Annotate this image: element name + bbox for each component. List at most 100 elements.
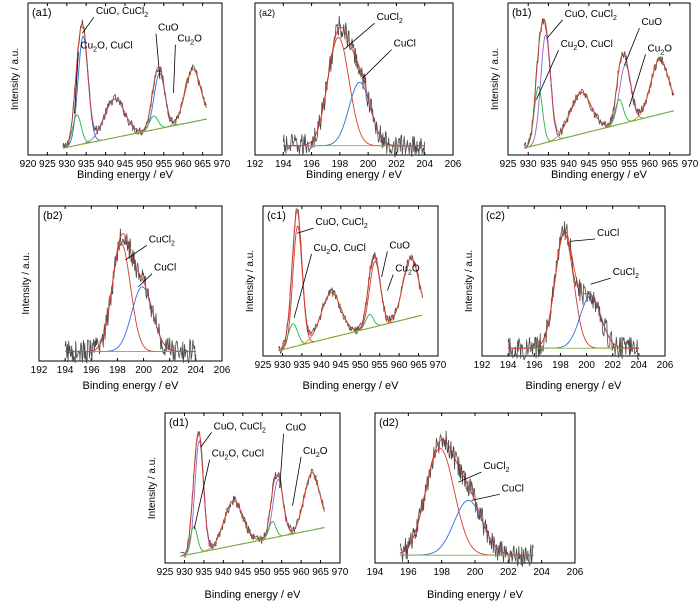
- x-tick-label: 945: [117, 159, 134, 170]
- peak-annotation: CuCl2: [149, 234, 175, 247]
- x-tick-label: 200: [578, 360, 595, 371]
- annotation-leader: [471, 493, 500, 501]
- x-tick-label: 925: [500, 159, 517, 170]
- x-tick-label: 970: [682, 159, 699, 170]
- background-line: [524, 110, 674, 149]
- x-tick-label: 970: [214, 159, 231, 170]
- annotation-leader: [81, 16, 95, 34]
- x-tick-label: 955: [273, 567, 290, 578]
- y-axis-label: Intensity / a.u.: [147, 457, 158, 519]
- background-line: [278, 314, 423, 351]
- x-tick-label: 930: [274, 360, 291, 371]
- x-axis-label: Binding energy / eV: [427, 589, 524, 601]
- plot-frame: [164, 412, 341, 564]
- x-tick-label: 204: [416, 159, 433, 170]
- fit-component-line: [278, 292, 423, 351]
- x-tick-label: 198: [433, 567, 450, 578]
- x-tick-label: 204: [188, 365, 205, 376]
- annotation-leader: [381, 251, 388, 277]
- panel-label: (a1): [32, 7, 52, 19]
- annotation-leader: [74, 51, 79, 114]
- x-tick-label: 204: [533, 567, 550, 578]
- plot-frame: [27, 2, 223, 156]
- raw-spectrum-line: [399, 430, 534, 567]
- x-tick-label: 965: [194, 159, 211, 170]
- plot-frame: [262, 205, 439, 357]
- peak-annotation: CuCl2: [613, 267, 639, 280]
- chart-c2: 192 194 196 198 200 202 204 206 Binding energy /…: [464, 205, 674, 392]
- fit-component-line: [180, 478, 325, 557]
- x-tick-label: 935: [196, 567, 213, 578]
- fit-envelope-line: [62, 23, 207, 149]
- panel-label: (b2): [43, 210, 63, 222]
- fit-component-line: [524, 85, 674, 149]
- plot-frame: [507, 2, 691, 156]
- panel-label: (b1): [512, 7, 532, 19]
- peak-annotation: CuO: [389, 240, 410, 251]
- chart-b1: 925 930 935 940 945 950 955 960 965 970 Binding en…: [490, 2, 699, 181]
- x-tick-label: 196: [303, 159, 320, 170]
- x-tick-label: 925: [255, 360, 272, 371]
- peak-annotation: Cu2O, CuCl: [561, 39, 613, 52]
- x-tick-label: 206: [657, 360, 674, 371]
- x-tick-label: 196: [400, 567, 417, 578]
- peak-annotation: Cu2O: [395, 263, 420, 276]
- peak-annotation: Cu2O: [648, 43, 673, 56]
- chart-d2: 194 196 198 200 202 204 206 Binding energy / eV…: [367, 412, 584, 601]
- annotation-leader: [570, 238, 596, 242]
- x-tick-label: 970: [332, 567, 349, 578]
- y-axis-label: Intensity / a.u.: [464, 250, 475, 312]
- fit-envelope-line: [399, 439, 534, 556]
- x-axis-label: Binding energy / eV: [82, 380, 179, 392]
- x-tick-label: 202: [161, 365, 178, 376]
- annotation-leader: [387, 274, 394, 291]
- x-tick-label: 200: [135, 365, 152, 376]
- peak-annotation: Cu2O, CuCl: [212, 449, 264, 462]
- x-tick-label: 930: [520, 159, 537, 170]
- x-tick-label: 945: [332, 360, 349, 371]
- peak-annotation: Cu2O, CuCl: [80, 41, 132, 54]
- annotation-leader: [343, 22, 375, 50]
- peak-annotation: CuO, CuCl2: [214, 421, 266, 434]
- x-tick-label: 204: [631, 360, 648, 371]
- annotation-leader: [293, 253, 312, 318]
- x-tick-label: 960: [293, 567, 310, 578]
- annotation-leader: [292, 456, 302, 506]
- plot-frame: [481, 205, 666, 357]
- annotation-leader: [125, 245, 148, 261]
- fit-component-line: [180, 500, 325, 557]
- peak-annotation: CuCl2: [483, 461, 509, 474]
- y-axis-label: Intensity / a.u.: [21, 252, 32, 314]
- annotation-leader: [628, 54, 646, 107]
- peak-annotation: CuO, CuCl2: [316, 217, 368, 230]
- x-tick-label: 935: [294, 360, 311, 371]
- peak-annotation: Cu2O: [303, 446, 328, 459]
- annotation-leader: [200, 432, 212, 448]
- x-tick-label: 192: [247, 159, 264, 170]
- annotation-leader: [297, 227, 314, 234]
- x-tick-label: 200: [360, 159, 377, 170]
- x-tick-label: 202: [500, 567, 517, 578]
- annotation-leader: [362, 49, 392, 79]
- x-tick-label: 935: [540, 159, 557, 170]
- panel-label: (a2): [259, 8, 275, 18]
- x-tick-label: 960: [391, 360, 408, 371]
- y-axis-label: Intensity / a.u.: [490, 48, 501, 110]
- annotation-leader: [279, 433, 284, 489]
- fit-component-line: [283, 81, 425, 147]
- peak-annotation: CuO: [158, 23, 179, 34]
- x-tick-label: 930: [176, 567, 193, 578]
- peak-annotation: CuO, CuCl2: [96, 6, 148, 19]
- x-tick-label: 196: [83, 365, 100, 376]
- fit-component-line: [399, 447, 534, 556]
- peak-annotation: CuCl: [394, 39, 416, 50]
- x-tick-label: 965: [410, 360, 427, 371]
- fit-envelope-line: [180, 431, 325, 557]
- chart-b2: 192 194 196 198 200 202 204 206 Binding energy /…: [21, 205, 231, 392]
- x-tick-label: 930: [58, 159, 75, 170]
- fit-envelope-line: [283, 26, 425, 147]
- fit-envelope-line: [65, 233, 196, 353]
- x-tick-label: 945: [234, 567, 251, 578]
- fit-component-line: [180, 521, 325, 557]
